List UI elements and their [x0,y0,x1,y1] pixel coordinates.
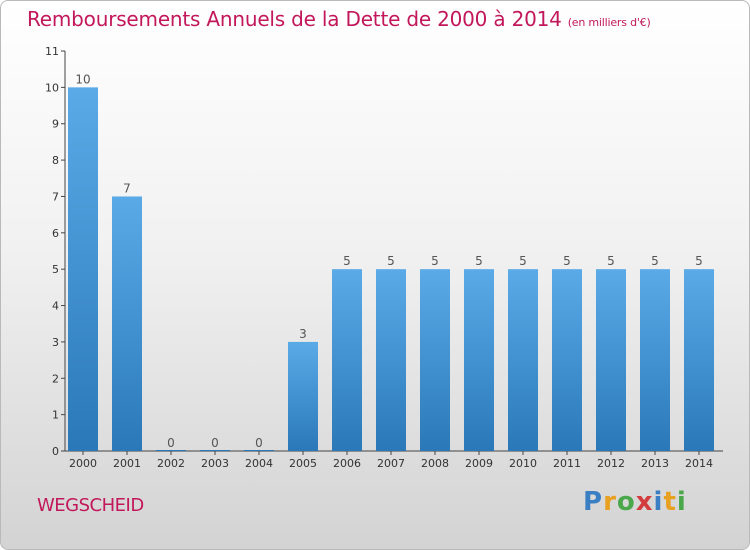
y-tick-label: 8 [52,154,59,167]
x-tick-label: 2004 [245,457,273,470]
x-tick-label: 2012 [597,457,625,470]
bar [68,87,98,451]
bar [640,269,670,451]
y-tick-label: 0 [52,445,59,458]
logo-letter: i [676,487,687,517]
data-label: 5 [387,254,395,268]
x-tick-label: 2013 [641,457,669,470]
data-label: 5 [475,254,483,268]
y-tick-label: 4 [52,300,59,313]
data-label: 7 [123,181,131,195]
logo-letter: t [663,487,677,517]
data-label: 3 [299,327,307,341]
commune-name: WEGSCHEID [37,495,144,516]
bar [112,196,142,451]
logo-letter: o [616,487,636,517]
y-tick-label: 11 [45,45,59,58]
x-tick-label: 2011 [553,457,581,470]
bar [200,450,230,451]
logo-letter: x [635,487,654,517]
x-tick-label: 2000 [69,457,97,470]
chart-unit: (en milliers d'€) [567,16,651,29]
data-label: 5 [431,254,439,268]
data-label: 5 [563,254,571,268]
x-tick-label: 2005 [289,457,317,470]
y-tick-label: 3 [52,336,59,349]
bar [332,269,362,451]
logo-letter: r [603,487,617,517]
bar [244,450,274,451]
logo-letter: P [583,487,604,517]
bar [376,269,406,451]
data-label: 5 [651,254,659,268]
data-label: 5 [343,254,351,268]
x-tick-label: 2002 [157,457,185,470]
x-tick-label: 2007 [377,457,405,470]
x-tick-label: 2014 [685,457,713,470]
x-tick-label: 2010 [509,457,537,470]
y-tick-label: 7 [52,190,59,203]
axes: 0 1 2 3 4 5 6 7 8 9 10 11 2000 2001 2002 2003 2004 2005 20… [45,45,723,470]
data-label: 0 [211,436,219,450]
bars [68,87,714,451]
data-label: 5 [695,254,703,268]
data-labels: 10 7 0 0 0 3 5 5 5 5 5 5 5 5 5 [75,72,702,450]
bar [156,450,186,451]
bar [288,341,318,451]
bar [508,269,538,451]
data-label: 10 [75,72,90,86]
bar [684,269,714,451]
data-label: 5 [519,254,527,268]
bar [420,269,450,451]
x-tick-label: 2001 [113,457,141,470]
x-tick-label: 2009 [465,457,493,470]
bar [552,269,582,451]
y-tick-label: 9 [52,118,59,131]
bar [464,269,494,451]
y-tick-label: 2 [52,372,59,385]
y-tick-label: 6 [52,227,59,240]
y-tick-label: 10 [45,81,59,94]
logo-letter: i [653,487,664,517]
y-tick-label: 1 [52,409,59,422]
data-label: 0 [167,436,175,450]
x-tick-label: 2008 [421,457,449,470]
data-label: 5 [607,254,615,268]
data-label: 0 [255,436,263,450]
chart-title: Remboursements Annuels de la Dette de 20… [27,7,651,31]
chart-title-text: Remboursements Annuels de la Dette de 20… [27,7,562,31]
x-tick-label: 2003 [201,457,229,470]
bar [596,269,626,451]
proxiti-logo[interactable]: Proxiti [583,487,687,517]
y-tick-label: 5 [52,263,59,276]
x-tick-label: 2006 [333,457,361,470]
